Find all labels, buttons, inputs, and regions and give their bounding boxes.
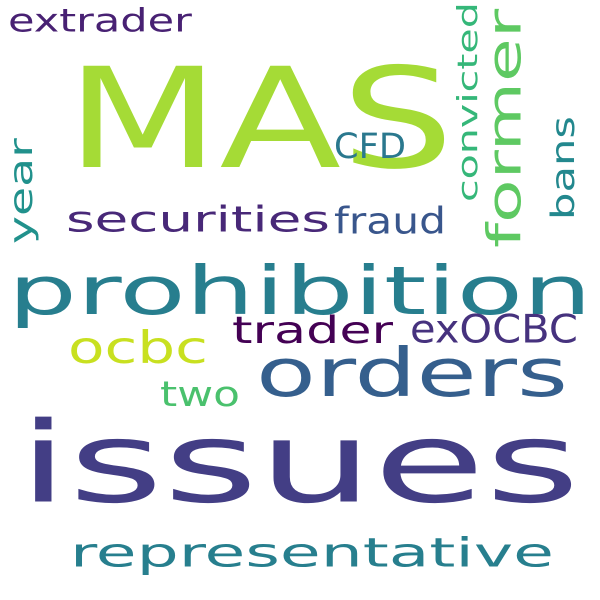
word-two: two: [160, 374, 240, 414]
word-exocbc: exOCBC: [410, 306, 578, 353]
word-year: year: [4, 138, 40, 244]
word-orders: orders: [256, 334, 568, 412]
word-mas: MAS: [66, 38, 454, 200]
word-former: former: [478, 9, 532, 248]
word-prohibition: prohibition: [8, 252, 592, 330]
word-bans: bans: [545, 116, 582, 220]
word-securities: securities: [66, 198, 330, 240]
word-issues: issues: [18, 398, 580, 528]
word-trader: trader: [232, 308, 393, 352]
word-convicted: convicted: [453, 2, 484, 202]
word-ocbc: ocbc: [68, 322, 208, 374]
word-fraud: fraud: [334, 200, 446, 242]
word-representative: representative: [70, 529, 554, 575]
word-cfd: CFD: [334, 127, 406, 167]
word-extrader: extrader: [8, 2, 192, 39]
